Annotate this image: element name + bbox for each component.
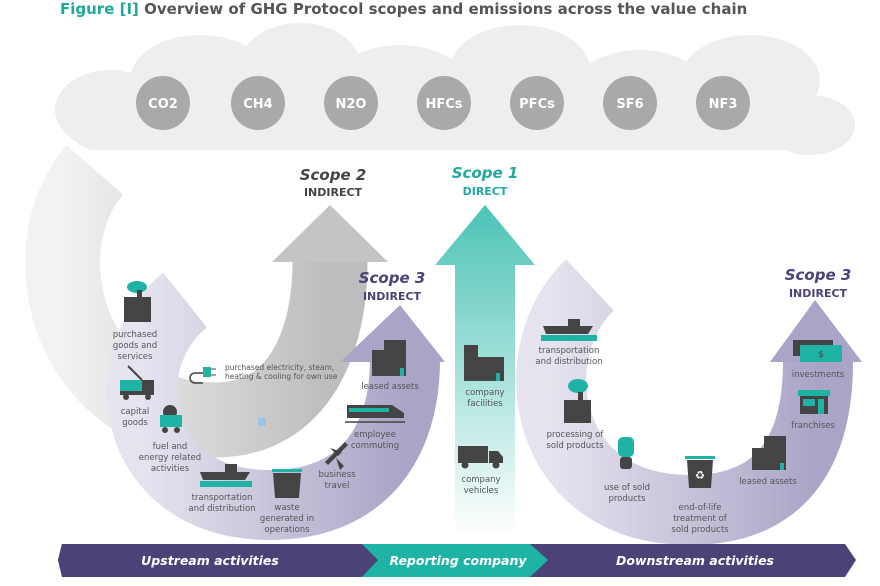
- scope1-kind: DIRECT: [463, 185, 508, 198]
- scope2-title: Scope 2: [300, 166, 367, 184]
- scope3-upstream-kind: INDIRECT: [363, 290, 422, 303]
- item-label: energy related: [139, 453, 201, 463]
- item-label: vehicles: [464, 486, 499, 496]
- gas-sf6: SF6: [603, 76, 657, 130]
- item-label: sold products: [546, 441, 604, 451]
- item-label: and distribution: [535, 357, 602, 367]
- svg-text:SF6: SF6: [616, 97, 643, 112]
- item-label: products: [608, 494, 646, 504]
- gas-co2: CO2: [136, 76, 190, 130]
- factory-icon: [564, 379, 591, 423]
- scope2-item-line1: purchased electricity, steam,: [225, 363, 334, 372]
- ship-icon: [200, 464, 252, 487]
- gas-circles: CO2 CH4 N2O HFCs PFCs SF6 NF3: [136, 76, 750, 130]
- factory-icon: [124, 281, 151, 322]
- item-label: goods and: [113, 341, 157, 351]
- lightbulb-icon: [618, 437, 634, 469]
- svg-text:CH4: CH4: [243, 97, 272, 112]
- item-label: purchased: [113, 330, 157, 340]
- item-label: leased assets: [361, 382, 419, 392]
- dumpster-icon: [272, 469, 302, 498]
- ship-icon: [541, 319, 597, 341]
- delivery-truck-icon: [458, 446, 503, 469]
- item-label: travel: [325, 481, 350, 491]
- figure-title: Figure [I] Overview of GHG Protocol scop…: [60, 0, 747, 18]
- coal-cart-icon: [160, 405, 182, 433]
- gas-nf3: NF3: [696, 76, 750, 130]
- svg-text:$: $: [818, 350, 824, 360]
- downstream-label: Downstream activities: [616, 553, 774, 568]
- item-label: and distribution: [188, 504, 255, 514]
- gas-hfcs: HFCs: [417, 76, 471, 130]
- item-label: fuel and: [153, 442, 188, 452]
- item-label: employee: [354, 430, 396, 440]
- item-label: end-of-life: [679, 503, 722, 513]
- svg-text:CO2: CO2: [148, 97, 178, 112]
- item-label: sold products: [671, 525, 729, 535]
- item-label: processing of: [547, 430, 605, 440]
- item-label: franchises: [791, 421, 835, 431]
- scope3-upstream-title: Scope 3: [359, 269, 426, 287]
- scope3-downstream-kind: INDIRECT: [789, 287, 848, 300]
- train-icon: [345, 405, 405, 423]
- item-label: treatment of: [673, 514, 728, 524]
- item-label: facilities: [467, 399, 503, 409]
- storefront-icon: [798, 390, 830, 414]
- gas-pfcs: PFCs: [510, 76, 564, 130]
- item-label: business: [318, 470, 356, 480]
- figure-number: Figure [I]: [60, 0, 139, 18]
- money-icon: $: [793, 340, 842, 362]
- airplane-icon: [325, 442, 348, 470]
- item-label: commuting: [351, 441, 399, 451]
- item-label: company: [465, 388, 504, 398]
- item-label: capital: [121, 407, 150, 417]
- svg-text:N2O: N2O: [336, 97, 367, 112]
- item-label: activities: [151, 464, 190, 474]
- item-label: waste: [274, 503, 299, 513]
- svg-text:NF3: NF3: [709, 97, 738, 112]
- item-label: transportation: [539, 346, 600, 356]
- company-building-icon: [464, 345, 504, 381]
- value-chain-bar: Upstream activities Reporting company Do…: [58, 544, 856, 577]
- item-label: operations: [264, 525, 310, 535]
- scope2-item-line2: heating & cooling for own use: [225, 372, 338, 381]
- item-label: leased assets: [739, 477, 797, 487]
- svg-text:HFCs: HFCs: [425, 97, 462, 112]
- item-label: generated in: [260, 514, 314, 524]
- scope2-arrow: [25, 145, 388, 458]
- upstream-segment: [58, 544, 378, 577]
- item-label: use of sold: [604, 483, 650, 493]
- building-icon: [372, 340, 406, 376]
- svg-text:PFCs: PFCs: [519, 97, 555, 112]
- scope2-kind: INDIRECT: [304, 186, 363, 199]
- svg-text:♻: ♻: [695, 469, 705, 482]
- item-label: goods: [122, 418, 148, 428]
- scope3-upstream-arrow: [107, 272, 445, 541]
- item-label: investments: [792, 370, 845, 380]
- building-icon: [752, 436, 786, 470]
- plug-icon: [189, 367, 216, 384]
- reporting-segment: [362, 544, 548, 577]
- gas-n2o: N2O: [324, 76, 378, 130]
- gas-ch4: CH4: [231, 76, 285, 130]
- crane-truck-icon: [120, 365, 154, 400]
- item-label: transportation: [192, 493, 253, 503]
- scope1-title: Scope 1: [452, 164, 519, 182]
- scope3-downstream-title: Scope 3: [785, 266, 852, 284]
- figure-title-text: Overview of GHG Protocol scopes and emis…: [138, 0, 748, 18]
- item-label: services: [118, 352, 153, 362]
- item-label: company: [461, 475, 500, 485]
- reporting-label: Reporting company: [389, 553, 527, 568]
- recycle-bin-icon: ♻: [685, 456, 715, 488]
- upstream-label: Upstream activities: [141, 553, 279, 568]
- marker-square: [258, 418, 266, 426]
